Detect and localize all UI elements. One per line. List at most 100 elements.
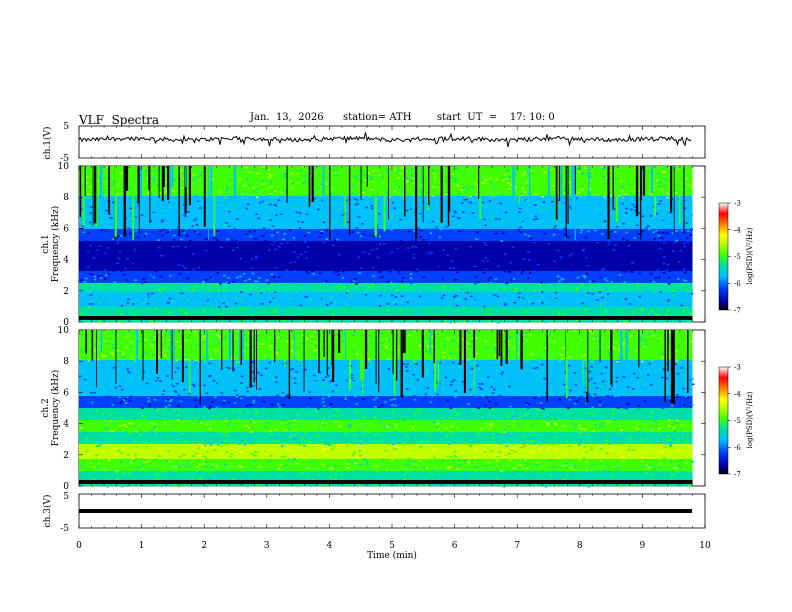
spectrogram-speckle — [171, 334, 175, 336]
spectrogram-speckle — [346, 440, 350, 442]
spectrogram-speckle — [209, 290, 213, 293]
spectrogram-speckle — [487, 461, 491, 464]
spectrogram-speckle — [586, 260, 589, 262]
spectrogram-speckle — [616, 407, 620, 409]
spectrogram-speckle — [128, 399, 132, 402]
spectrogram-speckle — [557, 378, 561, 381]
spectrogram-speckle — [449, 321, 452, 324]
spectrogram-speckle — [152, 262, 156, 264]
spectrogram-speckle — [396, 170, 399, 172]
spectrogram-speckle — [471, 212, 475, 214]
spectrogram-speckle — [650, 273, 653, 275]
spectrogram-speckle — [160, 314, 163, 316]
spectrogram-speckle — [299, 290, 302, 292]
spectrogram-speckle — [331, 390, 335, 393]
spectrogram-speckle — [411, 175, 414, 177]
spectrogram-speckle — [320, 424, 323, 427]
spectrogram-speckle — [610, 230, 613, 233]
spectrogram-speckle — [646, 296, 650, 299]
spectrogram-speckle — [642, 438, 645, 441]
spectrogram-speckle — [458, 403, 461, 406]
spectrogram-speckle — [664, 446, 668, 448]
spectrogram-speckle — [378, 243, 382, 245]
spectrogram-speckle — [612, 248, 616, 251]
spectrogram-band — [79, 417, 693, 421]
spectrogram-speckle — [135, 216, 138, 218]
spectrogram-speckle — [659, 274, 662, 276]
spectrogram-speckle — [249, 235, 252, 238]
spectrogram-speckle — [425, 179, 428, 181]
spectrogram-speckle — [469, 388, 472, 391]
spectrogram-speckle — [560, 277, 563, 280]
spectrogram-speckle — [334, 169, 338, 172]
spectrogram-speckle — [290, 312, 294, 314]
spectrogram-speckle — [651, 357, 655, 359]
spectrogram-speckle — [329, 296, 333, 298]
spectrogram-speckle — [405, 207, 409, 209]
spectrogram-band — [79, 274, 693, 278]
spectrogram-speckle — [404, 251, 408, 254]
spectrogram-speckle — [105, 409, 108, 412]
spectrogram-speckle — [588, 280, 591, 283]
spectrogram-speckle — [334, 287, 337, 289]
spectrogram-band — [79, 450, 693, 454]
spectrogram-speckle — [507, 234, 510, 236]
spectrogram-speckle — [431, 169, 435, 172]
spectrogram-speckle — [359, 235, 363, 237]
spectrogram-speckle — [454, 279, 457, 281]
spectrogram-speckle — [512, 443, 515, 446]
spectrogram-speckle — [350, 462, 354, 465]
spectrogram-speckle — [424, 289, 428, 291]
spectrogram-speckle — [419, 440, 422, 443]
spectrogram-speckle — [670, 404, 674, 407]
spectrogram-speckle — [599, 228, 602, 231]
spectrogram-band — [79, 360, 693, 364]
spectrogram-speckle — [633, 372, 636, 375]
spectrogram-speckle — [538, 188, 542, 191]
spectrogram-speckle — [173, 409, 176, 412]
spectrogram-speckle — [392, 443, 395, 446]
spectrogram-speckle — [669, 212, 672, 214]
spectrogram-speckle — [478, 269, 481, 271]
spectrogram-speckle — [557, 249, 560, 252]
spectrogram-speckle — [532, 443, 536, 445]
spectrogram-speckle — [209, 412, 212, 415]
spectrogram-speckle — [449, 473, 452, 475]
sferic-streak — [233, 166, 236, 204]
spectrogram-speckle — [391, 463, 394, 466]
spectrogram-speckle — [287, 265, 290, 267]
spectrogram-speckle — [305, 250, 309, 252]
spectrogram-speckle — [81, 225, 84, 227]
spectrogram-speckle — [627, 306, 631, 308]
spectrogram-speckle — [117, 184, 120, 187]
spectrogram-speckle — [230, 319, 233, 322]
spectrogram-speckle — [149, 420, 152, 423]
spectrogram-speckle — [377, 422, 380, 425]
spectrogram-speckle — [146, 422, 149, 425]
spectrogram-speckle — [666, 196, 669, 199]
spectrogram-speckle — [482, 260, 485, 262]
sferic-streak — [428, 166, 430, 206]
spectrogram-speckle — [200, 478, 203, 480]
spectrogram-speckle — [419, 250, 423, 253]
spectrogram-speckle — [626, 446, 629, 448]
spectrogram-speckle — [302, 334, 305, 337]
spectrogram-speckle — [271, 228, 274, 230]
sferic-streak — [163, 166, 165, 188]
spectrogram-speckle — [272, 276, 276, 279]
spectrogram-speckle — [223, 197, 226, 199]
spectrogram-speckle — [239, 205, 242, 208]
spectrogram-speckle — [421, 243, 425, 246]
spectrogram-speckle — [118, 320, 121, 322]
spectrogram-speckle — [96, 289, 100, 292]
spectrogram-speckle — [141, 437, 145, 439]
spectrogram-speckle — [129, 265, 133, 267]
spectrogram-speckle — [483, 388, 487, 391]
spectrogram-speckle — [558, 376, 562, 379]
spectrogram-speckle — [257, 291, 261, 294]
spectrogram-speckle — [225, 431, 228, 434]
spectrogram-speckle — [679, 249, 682, 252]
spectrogram-speckle — [546, 216, 550, 218]
spectrogram-speckle — [368, 467, 372, 470]
spectrogram-speckle — [270, 273, 274, 276]
